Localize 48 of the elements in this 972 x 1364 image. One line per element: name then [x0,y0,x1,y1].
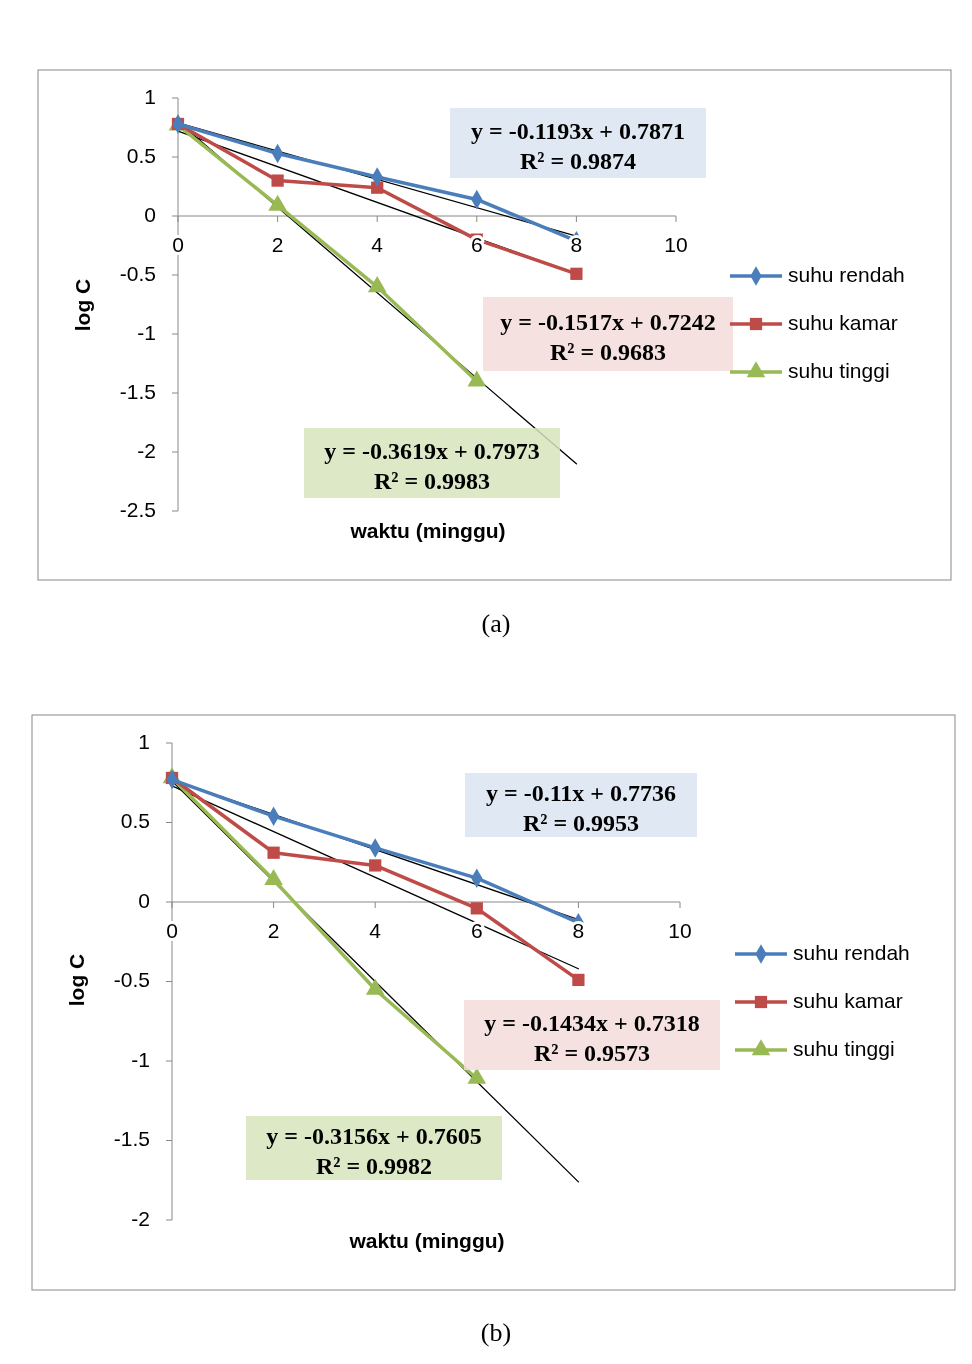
y-tick-label: -2.5 [119,497,156,521]
y-axis-title: log C [65,953,88,1007]
x-tick-label: 2 [271,233,284,256]
y-tick-label: 1 [144,84,156,108]
annotation: y = -0.3156x + 0.7605 [266,1123,482,1149]
annotation: y = -0.1517x + 0.7242 [500,309,716,335]
annotation: R² = 0.9982 [315,1153,433,1179]
x-axis-title: waktu (minggu) [348,1229,505,1252]
y-tick-label: -2 [137,438,156,462]
x-tick-label: 0 [172,233,184,256]
annotation: y = -0.1193x + 0.7871 [470,118,686,144]
annotation: R² = 0.9683 [549,339,667,365]
y-tick-label: -2 [131,1206,150,1230]
legend-label: suhu tinggi [793,1036,895,1060]
annotation: R² = 0.9983 [373,468,491,494]
annotation: R² = 0.9874 [519,148,637,174]
y-tick-label: -0.5 [113,968,150,992]
legend-label: suhu kamar [788,310,898,334]
text: (a) [481,609,511,638]
x-tick-label: 6 [470,919,483,942]
legend-label: suhu rendah [793,940,910,964]
y-tick-label: -0.5 [119,261,156,285]
x-tick-label: 4 [371,233,384,256]
x-tick-label: 0 [166,919,178,942]
annotation: R² = 0.9953 [522,810,640,836]
annotation: y = -0.3619x + 0.7973 [324,438,540,464]
text: (b) [480,1318,512,1347]
x-tick-label: 10 [664,233,688,256]
legend-label: suhu rendah [788,262,905,286]
y-tick-label: -1 [131,1047,150,1071]
y-tick-label: 0 [144,202,156,226]
y-tick-label: 0 [138,888,150,912]
x-tick-label: 4 [369,919,382,942]
legend-label: suhu tinggi [788,358,890,382]
x-tick-label: 2 [267,919,280,942]
annotation: R² = 0.9573 [533,1040,651,1066]
y-tick-label: 0.5 [120,809,150,833]
x-tick-label: 10 [668,919,692,942]
y-tick-label: -1.5 [119,379,156,403]
y-tick-label: -1.5 [113,1127,150,1151]
legend-label: suhu kamar [793,988,903,1012]
y-axis-title: log C [71,278,94,332]
y-tick-label: 0.5 [126,143,156,167]
annotation: y = -0.1434x + 0.7318 [484,1010,700,1036]
annotation: y = -0.11x + 0.7736 [485,780,677,806]
y-tick-label: -1 [137,320,156,344]
x-axis-title: waktu (minggu) [349,519,506,542]
y-tick-label: 1 [138,729,150,753]
